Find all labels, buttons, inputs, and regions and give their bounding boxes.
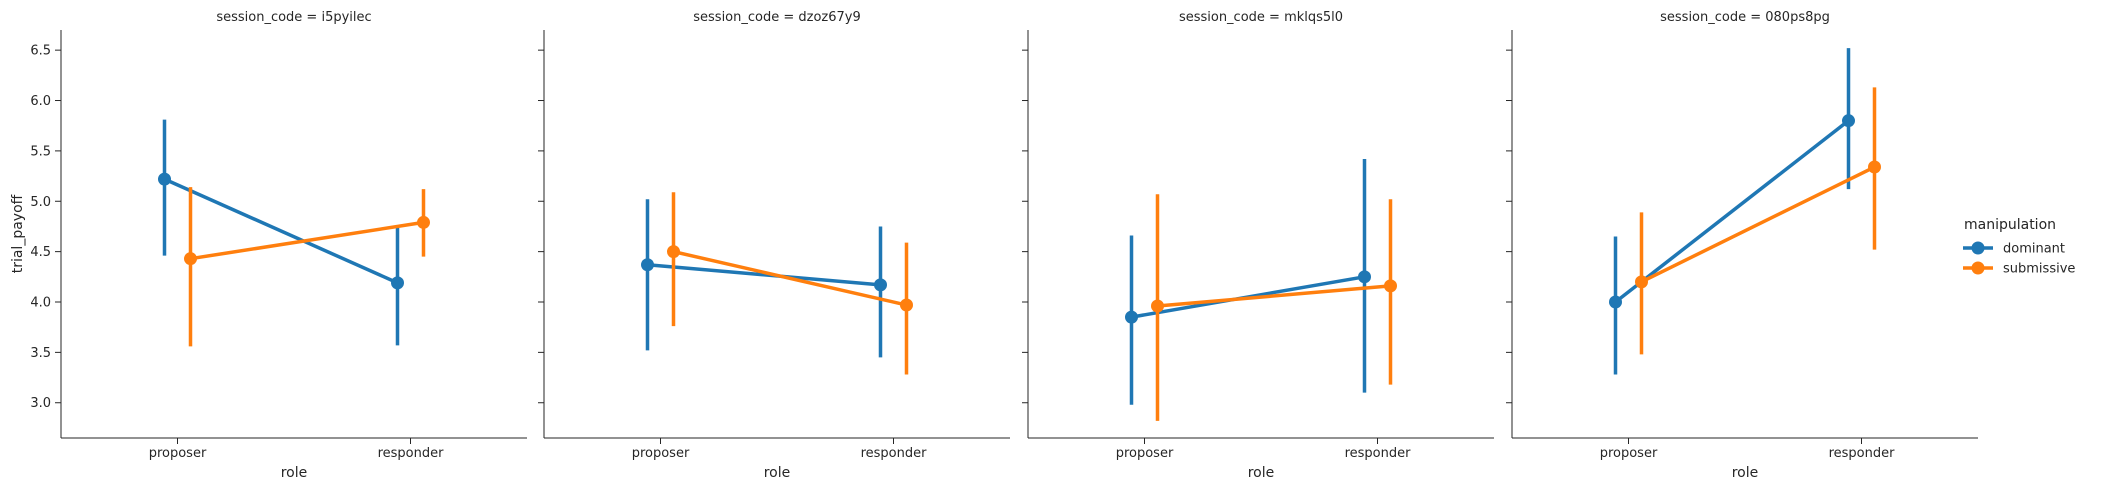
data-point xyxy=(158,172,171,186)
series-submissive xyxy=(184,187,430,347)
x-tick-label: proposer xyxy=(1116,446,1174,461)
x-axis-label: role xyxy=(281,465,308,481)
y-tick-label: 6.0 xyxy=(30,94,51,109)
data-point xyxy=(1842,114,1855,128)
data-point xyxy=(1151,299,1164,313)
legend-marker xyxy=(1971,261,1985,275)
legend-label: dominant xyxy=(2003,242,2065,257)
data-point xyxy=(1609,295,1622,309)
legend-entry-submissive: submissive xyxy=(1963,261,2075,277)
x-tick-label: proposer xyxy=(1600,446,1658,461)
legend: manipulation dominant submissive xyxy=(1963,217,2075,277)
facet-title: session_code = mklqs5l0 xyxy=(1179,10,1343,25)
y-tick-label: 5.0 xyxy=(30,195,51,210)
facet-title: session_code = 080ps8pg xyxy=(1660,10,1830,25)
y-tick-label: 5.5 xyxy=(30,144,51,159)
series-submissive xyxy=(1635,87,1881,355)
legend-entries: dominant submissive xyxy=(1963,241,2075,277)
series-line xyxy=(673,249,907,307)
legend-title: manipulation xyxy=(1964,217,2056,233)
series-line xyxy=(190,220,424,261)
x-axis-label: role xyxy=(764,465,791,481)
data-point xyxy=(667,245,680,259)
x-axis-label: role xyxy=(1248,465,1275,481)
data-point xyxy=(641,258,654,272)
facet-title: session_code = i5pyilec xyxy=(216,10,371,25)
series-dominant xyxy=(1609,48,1855,375)
data-point xyxy=(417,215,430,229)
data-point xyxy=(1635,275,1648,289)
legend-marker xyxy=(1971,241,1985,255)
data-point xyxy=(900,298,913,312)
y-axis-label: trial_payoff xyxy=(10,194,26,273)
facet-panel-mklqs5l0: session_code = mklqs5l0 proposer responder… xyxy=(1022,10,1494,481)
x-tick-label: responder xyxy=(861,446,928,461)
series-line xyxy=(647,262,881,287)
data-point xyxy=(391,276,404,290)
facet-panels: session_code = i5pyilec 3.0 3.5 4.0 4.5 5.0 5.… xyxy=(10,10,1978,481)
data-point xyxy=(874,278,887,292)
data-point xyxy=(1868,160,1881,174)
series-line xyxy=(1614,119,1850,304)
series-line xyxy=(1157,284,1391,308)
x-tick-label: proposer xyxy=(149,446,207,461)
data-point xyxy=(1125,310,1138,324)
y-tick-label: 4.0 xyxy=(30,296,51,311)
facet-panel-i5pyilec: session_code = i5pyilec 3.0 3.5 4.0 4.5 5.0 5.… xyxy=(10,10,527,481)
facet-panel-dzoz67y9: session_code = dzoz67y9 proposer responder… xyxy=(538,10,1010,481)
y-tick-label: 3.0 xyxy=(30,396,51,411)
x-tick-label: responder xyxy=(1829,446,1896,461)
series-dominant xyxy=(641,199,887,358)
data-point xyxy=(1358,270,1371,284)
x-tick-label: responder xyxy=(378,446,445,461)
series-dominant xyxy=(158,119,404,346)
x-tick-label: proposer xyxy=(632,446,690,461)
data-point xyxy=(184,252,197,266)
y-tick-label: 4.5 xyxy=(30,245,51,260)
y-tick-label: 3.5 xyxy=(30,346,51,361)
series-line xyxy=(163,177,399,285)
legend-entry-dominant: dominant xyxy=(1963,241,2065,257)
data-point xyxy=(1384,279,1397,293)
series-line xyxy=(1640,165,1876,284)
y-tick-label: 6.5 xyxy=(30,44,51,59)
series-submissive xyxy=(1151,194,1397,421)
facet-title: session_code = dzoz67y9 xyxy=(693,10,861,25)
facet-panel-080ps8pg: session_code = 080ps8pg proposer responder… xyxy=(1506,10,1978,481)
legend-label: submissive xyxy=(2003,262,2075,277)
x-tick-label: responder xyxy=(1345,446,1412,461)
series-submissive xyxy=(667,192,913,375)
x-axis-label: role xyxy=(1732,465,1759,481)
series-dominant xyxy=(1125,158,1371,405)
